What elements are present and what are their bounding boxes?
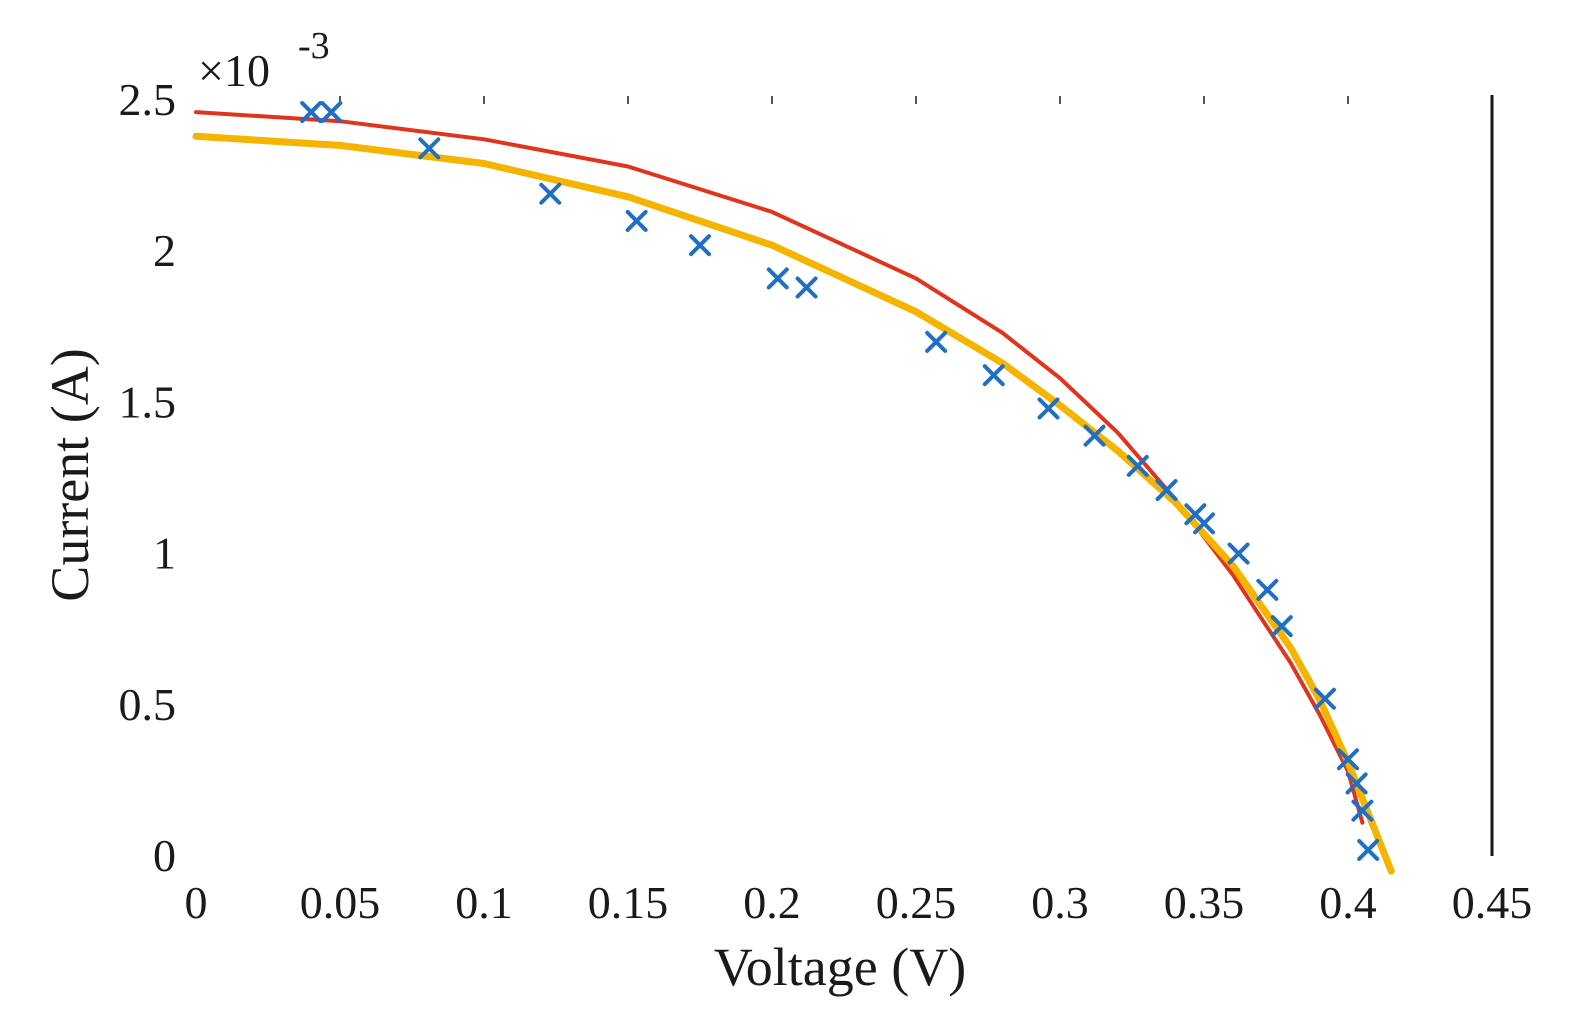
data-point-marker <box>320 101 343 124</box>
marker-stroke <box>766 267 789 290</box>
y-axis-title: Current (A) <box>40 348 100 601</box>
x-tick-label: 0.05 <box>300 877 381 928</box>
marker-stroke <box>1126 454 1149 477</box>
data-point-marker <box>795 276 818 299</box>
red-fit-line <box>194 110 1365 825</box>
x-tick-label: 0.15 <box>588 877 669 928</box>
data-point-marker <box>1357 838 1380 861</box>
y-tick-label: 0 <box>153 830 176 881</box>
marker-stroke <box>1037 397 1060 420</box>
marker-stroke <box>1193 512 1215 535</box>
x-tick-label: 0.4 <box>1319 877 1377 928</box>
data-point-marker <box>1270 615 1293 638</box>
data-point-marker <box>925 330 948 353</box>
data-point-marker <box>1351 799 1374 822</box>
marker-stroke <box>689 234 711 257</box>
x-tick-label: 0.2 <box>743 877 801 928</box>
marker-stroke <box>625 209 648 232</box>
marker-stroke <box>539 182 562 205</box>
y-multiplier-label: ×10 <box>198 45 270 96</box>
data-point-marker <box>1313 687 1336 710</box>
data-point-marker <box>418 137 441 160</box>
marker-stroke <box>1227 542 1250 565</box>
data-point-marker <box>1256 578 1279 601</box>
marker-stroke <box>982 364 1005 387</box>
marker-stroke <box>1155 479 1178 502</box>
marker-stroke <box>1256 578 1279 601</box>
x-tick-label: 0 <box>185 877 208 928</box>
marker-stroke <box>1313 687 1336 710</box>
x-tick-label: 0.25 <box>876 877 957 928</box>
marker-stroke <box>300 101 323 124</box>
y-multiplier-exponent: -3 <box>298 25 330 67</box>
x-tick-label: 0.3 <box>1031 877 1089 928</box>
y-tick-label: 2 <box>153 225 176 276</box>
data-point-marker <box>766 267 789 290</box>
data-point-marker <box>1227 542 1250 565</box>
x-tick-label: 0.1 <box>455 877 513 928</box>
x-tick-label: 0.35 <box>1164 877 1245 928</box>
marker-stroke <box>418 137 441 160</box>
data-point-marker <box>1345 772 1368 795</box>
yellow-fit-line <box>192 132 1395 875</box>
y-tick-label: 0.5 <box>119 679 177 730</box>
y-tick-label: 2.5 <box>119 74 177 125</box>
data-point-marker <box>625 209 648 232</box>
marker-stroke <box>320 101 343 124</box>
marker-stroke <box>1357 838 1380 861</box>
marker-stroke <box>1337 748 1359 771</box>
x-axis-title: Voltage (V) <box>714 937 966 997</box>
data-point-marker <box>982 364 1005 387</box>
x-tick-label: 0.45 <box>1452 877 1533 928</box>
data-point-marker <box>1126 454 1149 477</box>
marker-stroke <box>795 276 818 299</box>
y-tick-label: 1 <box>153 528 176 579</box>
data-point-marker <box>1337 748 1359 771</box>
data-point-marker <box>689 234 711 257</box>
data-point-marker <box>300 101 323 124</box>
data-point-marker <box>1193 512 1215 535</box>
marker-stroke <box>1270 615 1293 638</box>
y-tick-label: 1.5 <box>119 376 177 427</box>
data-point-marker <box>1083 424 1106 447</box>
series-group <box>192 101 1395 875</box>
data-point-marker <box>1155 479 1178 502</box>
marker-stroke <box>925 330 948 353</box>
data-point-marker <box>1037 397 1060 420</box>
x-ticks-group: 0 0.05 0.1 0.15 0.2 0.25 0.3 0.35 0.4 0.45 <box>185 96 1533 928</box>
y-ticks-group: 0 0.5 1 1.5 2 2.5 <box>119 74 177 881</box>
marker-stroke <box>1083 424 1106 447</box>
marker-stroke <box>1351 799 1374 822</box>
marker-stroke <box>1345 772 1368 795</box>
data-point-marker <box>539 182 562 205</box>
